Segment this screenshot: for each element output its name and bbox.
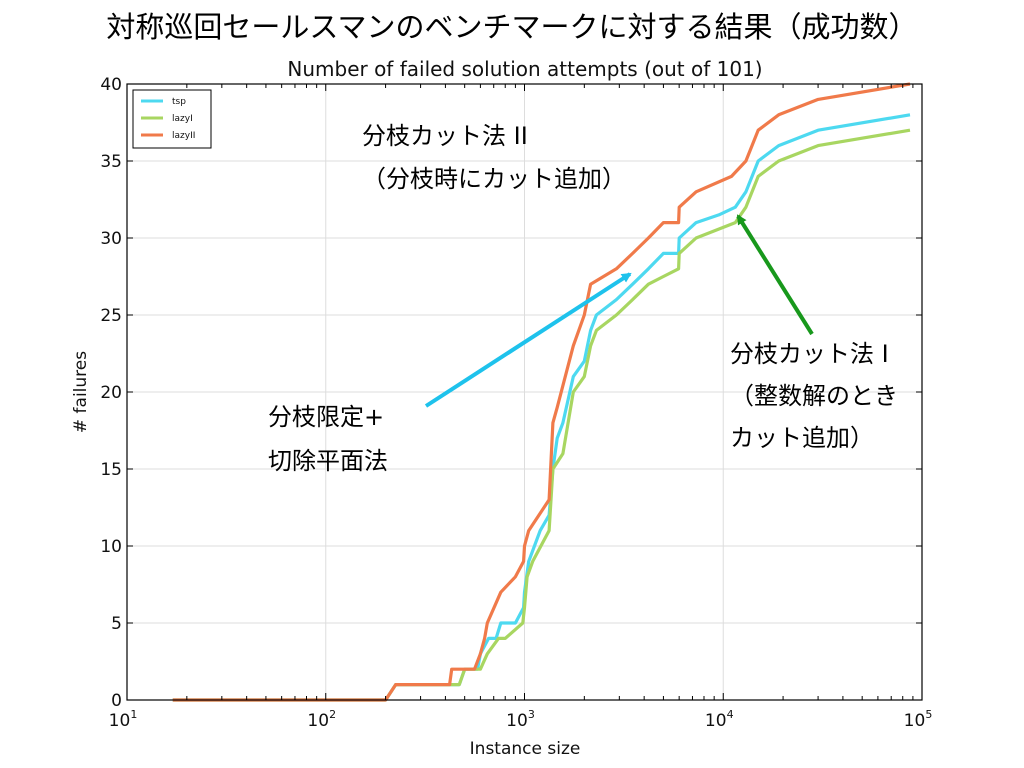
series-line-lazyII — [172, 82, 911, 702]
legend-label-tsp: tsp — [172, 97, 186, 107]
x-tick-label: 101 — [109, 708, 138, 731]
series-line-tsp — [172, 113, 911, 702]
annotation-bc1-arrow — [736, 214, 814, 336]
slide-title: 対称巡回セールスマンのベンチマークに対する結果（成功数） — [106, 10, 918, 44]
annotation-bc2-line2: （分枝時にカット追加） — [362, 165, 626, 193]
plot-title: Number of failed solution attempts (out … — [287, 57, 762, 81]
y-tick-label: 10 — [100, 537, 122, 557]
y-tick-label: 5 — [111, 614, 122, 634]
annotation-bc2-line1: 分枝カット法 II — [362, 122, 528, 150]
annotation-bc2: 分枝カット法 II （分枝時にカット追加） — [362, 122, 626, 193]
legend: tsp lazyI lazyII — [132, 89, 212, 149]
annotation-bb-cut-arrow — [424, 272, 632, 408]
annotation-bc1: 分枝カット法 I （整数解のとき カット追加） — [730, 214, 898, 452]
axis-ticks: 0 5 10 15 20 25 30 35 40 101 102 103 104 105 — [100, 75, 932, 731]
annotation-bb-cut-line2: 切除平面法 — [268, 447, 388, 475]
x-axis-label: Instance size — [470, 739, 581, 759]
legend-label-lazyII: lazyII — [172, 131, 195, 141]
x-tick-label: 103 — [506, 708, 535, 731]
y-tick-label: 25 — [100, 306, 122, 326]
y-axis-label: # failures — [71, 351, 91, 433]
y-tick-label: 40 — [100, 75, 122, 95]
annotation-bc1-line3: カット追加） — [730, 424, 874, 452]
y-tick-label: 15 — [100, 460, 122, 480]
y-tick-label: 20 — [100, 383, 122, 403]
x-tick-label: 105 — [904, 708, 933, 731]
y-tick-label: 30 — [100, 229, 122, 249]
y-tick-label: 0 — [111, 691, 122, 711]
annotation-bc1-line2: （整数解のとき — [730, 382, 898, 410]
y-tick-label: 35 — [100, 152, 122, 172]
x-tick-label: 102 — [307, 708, 336, 731]
legend-label-lazyI: lazyI — [172, 114, 193, 124]
annotation-bc1-line1: 分枝カット法 I — [730, 340, 889, 368]
series-layer — [172, 82, 911, 702]
x-tick-label: 104 — [705, 708, 734, 731]
annotation-bb-cut: 分枝限定+ 切除平面法 — [268, 272, 632, 475]
annotation-bb-cut-line1: 分枝限定+ — [268, 403, 384, 431]
